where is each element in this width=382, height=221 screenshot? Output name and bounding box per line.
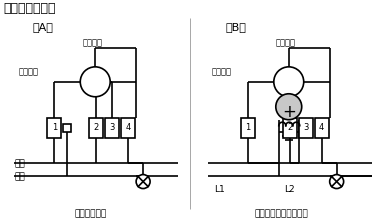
Bar xyxy=(121,118,135,138)
Circle shape xyxy=(276,94,302,120)
Text: 电压线圈: 电压线圈 xyxy=(82,38,102,47)
Text: （A）: （A） xyxy=(32,22,53,32)
Text: 4: 4 xyxy=(126,123,131,132)
Text: L2: L2 xyxy=(284,185,295,194)
Text: 1: 1 xyxy=(245,123,251,132)
Text: 火线: 火线 xyxy=(15,160,25,169)
Bar xyxy=(299,118,313,138)
Text: +: + xyxy=(282,103,296,121)
Bar xyxy=(315,118,329,138)
Text: 电压线圈: 电压线圈 xyxy=(276,38,296,47)
Text: 2: 2 xyxy=(94,123,99,132)
Text: （B）: （B） xyxy=(226,22,247,32)
Circle shape xyxy=(136,175,150,189)
Text: 零线: 零线 xyxy=(15,173,25,182)
Text: 经电流互感器接入电表: 经电流互感器接入电表 xyxy=(255,210,309,219)
Bar xyxy=(241,118,255,138)
Bar xyxy=(47,118,62,138)
Bar xyxy=(283,118,297,138)
Text: 直接接入电表: 直接接入电表 xyxy=(74,210,106,219)
Text: 电流线圈: 电流线圈 xyxy=(18,68,39,77)
Text: 电流线圈: 电流线圈 xyxy=(212,68,232,77)
Text: 单相电表接线图: 单相电表接线图 xyxy=(3,2,56,15)
Bar xyxy=(89,118,103,138)
Circle shape xyxy=(330,175,344,189)
Circle shape xyxy=(80,67,110,97)
Circle shape xyxy=(274,67,304,97)
Text: 1: 1 xyxy=(52,123,57,132)
Text: 2: 2 xyxy=(287,123,292,132)
Bar xyxy=(63,124,71,132)
Text: L1: L1 xyxy=(214,185,225,194)
Text: 4: 4 xyxy=(319,123,324,132)
Text: 3: 3 xyxy=(110,123,115,132)
Bar xyxy=(105,118,119,138)
Text: 3: 3 xyxy=(303,123,308,132)
